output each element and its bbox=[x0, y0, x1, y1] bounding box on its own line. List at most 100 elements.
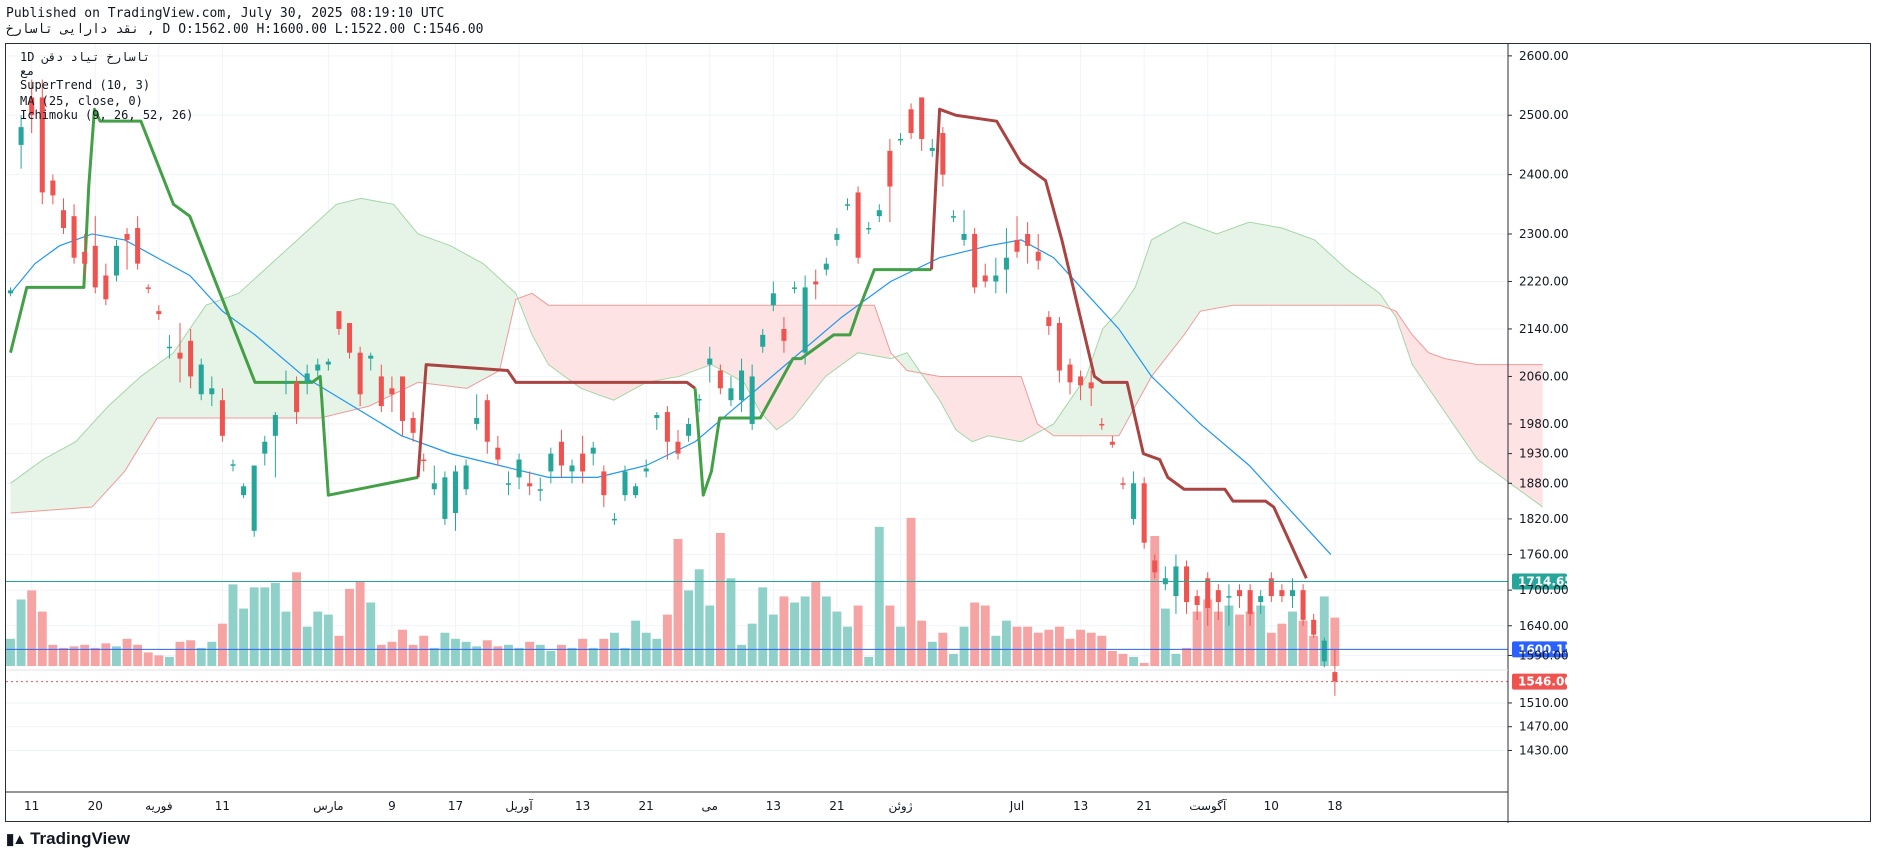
candle-body bbox=[1205, 578, 1211, 608]
supertrend-segment bbox=[416, 363, 696, 478]
candle-body bbox=[1226, 596, 1232, 598]
candle-body bbox=[463, 465, 469, 490]
volume-bar bbox=[705, 605, 715, 666]
candle-body bbox=[1131, 483, 1137, 519]
volume-bar bbox=[1054, 626, 1064, 666]
candle-body bbox=[633, 486, 639, 496]
candle-body bbox=[1332, 672, 1338, 682]
legend-ichimoku[interactable]: Ichimoku (9, 26, 52, 26) bbox=[20, 108, 194, 122]
candle-body bbox=[580, 453, 586, 472]
volume-bar bbox=[1171, 653, 1181, 666]
tradingview-logo[interactable]: ▮▲ TradingView bbox=[6, 829, 130, 849]
candle-body bbox=[792, 287, 798, 289]
candle-body bbox=[39, 97, 45, 193]
volume-bar bbox=[228, 584, 238, 666]
candle-body bbox=[654, 415, 660, 418]
brand-name: TradingView bbox=[30, 829, 130, 848]
legend-supertrend[interactable]: SuperTrend (10, 3) bbox=[20, 78, 151, 92]
candle-body bbox=[876, 210, 882, 217]
volume-bar bbox=[292, 572, 302, 666]
candle-body bbox=[897, 138, 904, 141]
time-tick-label: 21 bbox=[829, 799, 844, 813]
volume-bar bbox=[546, 650, 556, 666]
volume-bar bbox=[906, 517, 916, 666]
time-tick-label: آوریل bbox=[505, 798, 533, 814]
candle-body bbox=[50, 180, 56, 196]
time-tick-label: 9 bbox=[388, 799, 396, 813]
candle-body bbox=[1099, 423, 1105, 426]
volume-bar bbox=[112, 646, 121, 666]
candle-body bbox=[124, 233, 130, 240]
candle-body bbox=[950, 216, 956, 218]
candlestick-chart[interactable]: 1714.65 1600.15 1546.00 1430.00 1470.00 1510… bbox=[6, 44, 1872, 823]
volume-bar bbox=[758, 587, 768, 666]
candle-body bbox=[29, 97, 35, 116]
candle-body bbox=[1247, 590, 1253, 614]
volume-bar bbox=[249, 587, 259, 666]
candle-body bbox=[686, 423, 692, 436]
time-axis[interactable]: 11 20 فوریه 11 مارس 9 17 آوریل 13 21 می 13 21 ژوئن Jul… bbox=[6, 669, 1508, 814]
volume-bar bbox=[355, 581, 365, 666]
candle-body bbox=[717, 370, 723, 389]
chart-area[interactable]: 1714.65 1600.15 1546.00 1430.00 1470.00 1510… bbox=[5, 43, 1872, 823]
volume-bar bbox=[821, 596, 831, 666]
volume-bar bbox=[1023, 626, 1033, 666]
volume-bar bbox=[1309, 635, 1319, 666]
time-tick-label: می bbox=[702, 799, 718, 813]
price-tick-label: 2220.00 bbox=[1519, 274, 1569, 288]
candle-body bbox=[664, 412, 670, 442]
volume-bar bbox=[27, 590, 37, 666]
span-a-line bbox=[10, 197, 1543, 508]
candle-body bbox=[230, 464, 236, 466]
candle-body bbox=[537, 489, 543, 491]
volume-bar bbox=[1235, 614, 1244, 666]
volume-bar bbox=[1139, 662, 1149, 666]
candle-body bbox=[823, 263, 829, 270]
volume-bar bbox=[154, 655, 164, 666]
legend-ma[interactable]: MA (25, close, 0) bbox=[20, 94, 143, 108]
candle-body bbox=[1236, 590, 1243, 597]
volume-bars bbox=[6, 517, 1340, 666]
time-tick-label: 11 bbox=[24, 799, 39, 813]
volume-bar bbox=[959, 626, 969, 666]
volume-bar bbox=[652, 638, 662, 666]
volume-bar bbox=[217, 623, 227, 666]
time-tick-label: 13 bbox=[1073, 799, 1088, 813]
candle-body bbox=[1268, 578, 1274, 597]
supertrend-segment bbox=[929, 107, 1308, 579]
candle-body bbox=[177, 352, 183, 359]
volume-bar bbox=[122, 638, 132, 666]
candle-body bbox=[145, 287, 151, 289]
volume-bar bbox=[302, 626, 312, 666]
volume-bar bbox=[461, 641, 471, 666]
price-tick-label: 1980.00 bbox=[1519, 417, 1569, 431]
candles bbox=[7, 79, 1338, 696]
volume-bar bbox=[768, 614, 778, 666]
price-axis[interactable]: 1430.00 1470.00 1510.00 1590.00 1640.00 1700.… bbox=[1507, 44, 1569, 823]
volume-bar bbox=[843, 626, 852, 666]
candle-body bbox=[1289, 590, 1296, 597]
price-tick-label: 2400.00 bbox=[1519, 168, 1569, 182]
time-tick-label: مارس bbox=[313, 799, 344, 814]
candle-body bbox=[283, 382, 289, 384]
candle-body bbox=[1088, 382, 1094, 389]
candle-body bbox=[1184, 566, 1190, 603]
candle-body bbox=[707, 358, 713, 365]
volume-bar bbox=[662, 614, 672, 666]
candle-body bbox=[1321, 640, 1327, 662]
price-label-box bbox=[1512, 641, 1567, 658]
price-label: 1600.15 bbox=[1518, 642, 1573, 656]
volume-bar bbox=[90, 647, 100, 666]
volume-bar bbox=[949, 653, 958, 666]
candle-body bbox=[209, 388, 215, 395]
candle-body bbox=[103, 275, 109, 300]
volume-bar bbox=[59, 647, 68, 666]
price-tick-label: 1590.00 bbox=[1519, 648, 1569, 662]
candle-body bbox=[399, 376, 406, 421]
candle-body bbox=[749, 376, 755, 424]
candle-body bbox=[527, 483, 533, 487]
volume-bar bbox=[853, 605, 863, 666]
candle-body bbox=[1056, 323, 1062, 371]
volume-bar bbox=[832, 611, 842, 666]
candle-body bbox=[1311, 619, 1317, 635]
